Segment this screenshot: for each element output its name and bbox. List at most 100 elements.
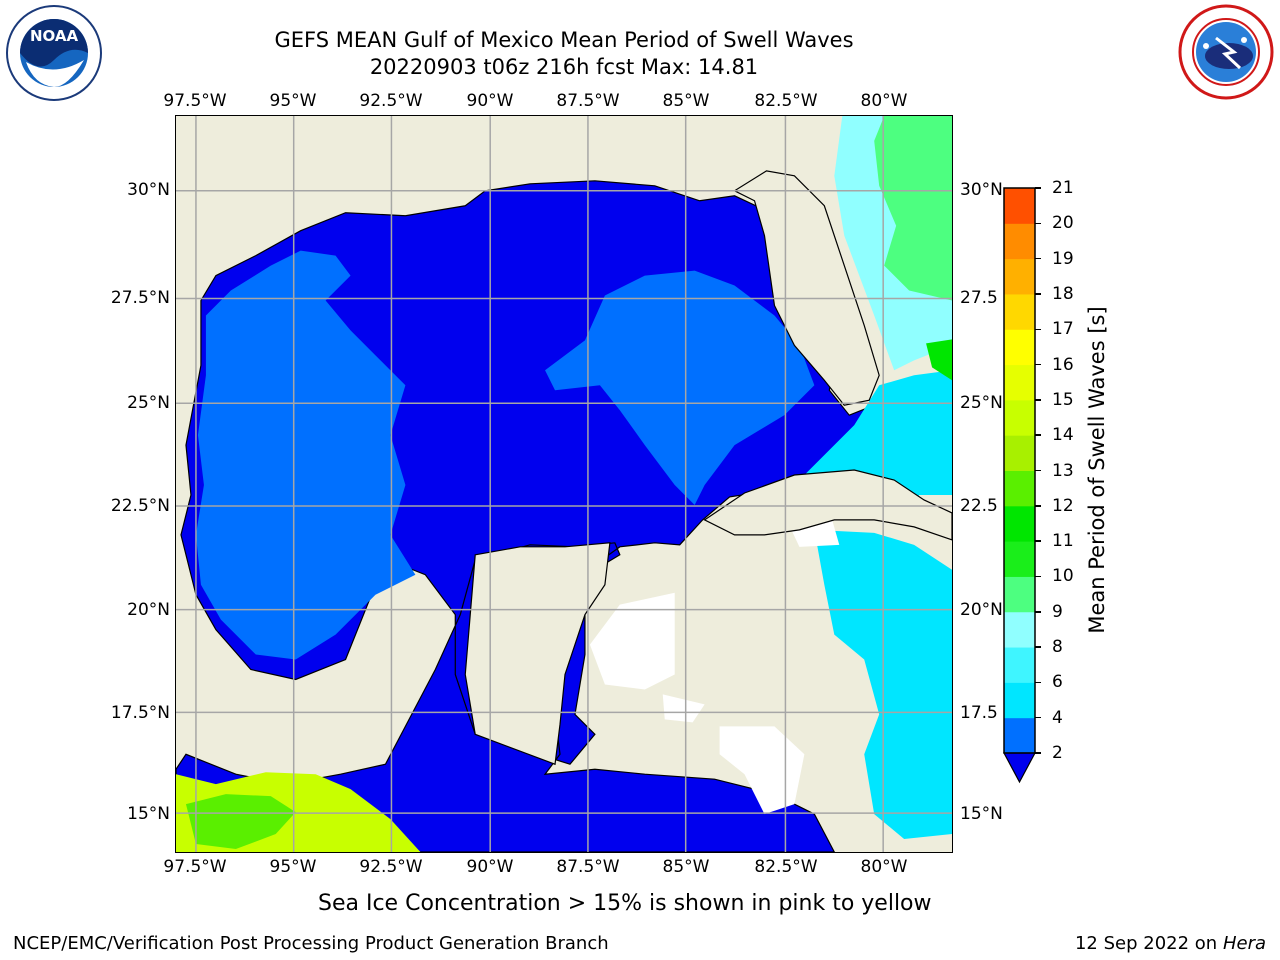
footer-date: 12 Sep 2022 on Hera	[1075, 933, 1266, 955]
footer-credit: NCEP/EMC/Verification Post Processing Pr…	[13, 933, 609, 954]
colorbar-tick-mark	[1035, 611, 1041, 613]
colorbar-tick-mark	[1035, 469, 1041, 472]
colorbar-tick-mark	[1035, 187, 1041, 189]
lat-tick-right: 25°N	[960, 393, 1003, 413]
lon-tick-top: 95°W	[269, 91, 317, 111]
lon-tick-top: 92.5°W	[359, 91, 423, 111]
colorbar-tick-label: 4	[1052, 707, 1063, 728]
colorbar-segment	[1004, 470, 1035, 507]
no-data-patch	[589, 592, 675, 690]
lon-tick-bottom: 87.5°W	[556, 857, 620, 877]
colorbar-tick-label: 12	[1052, 495, 1074, 516]
footer-host: Hera	[1222, 933, 1266, 954]
colorbar-tick-mark	[1035, 681, 1041, 684]
colorbar-segment	[1004, 505, 1035, 542]
lon-tick-bottom: 82.5°W	[754, 857, 818, 877]
colorbar-tick-label: 21	[1052, 178, 1074, 198]
footer-date-text: 12 Sep 2022 on	[1074, 933, 1218, 954]
no-data-patch	[662, 694, 705, 723]
colorbar-tick-label: 20	[1052, 213, 1074, 234]
noaa-logo: NOAA	[6, 5, 102, 101]
colorbar-segment	[1004, 647, 1035, 683]
lon-tick-bottom: 90°W	[466, 857, 514, 877]
colorbar-tick-label: 15	[1052, 389, 1074, 410]
sea-ice-note: Sea Ice Concentration > 15% is shown in …	[318, 891, 932, 916]
plot-subtitle: 20220903 t06z 216h fcst Max: 14.81	[369, 55, 759, 79]
lat-tick-right: 30°N	[960, 180, 1003, 200]
colorbar-tick-mark	[1035, 363, 1041, 366]
lon-tick-bottom: 97.5°W	[163, 857, 227, 877]
colorbar-tick-label: 9	[1052, 601, 1063, 622]
lon-tick-bottom: 80°W	[860, 857, 908, 877]
lon-tick-bottom: 92.5°W	[359, 857, 423, 877]
lat-tick-right: 20°N	[960, 600, 1003, 620]
colorbar-tick-mark	[1035, 222, 1041, 225]
colorbar-tick-mark	[1035, 293, 1041, 295]
lat-tick-left: 15°N	[127, 804, 170, 824]
lon-tick-top: 82.5°W	[754, 91, 818, 111]
colorbar-tick-label: 2	[1052, 743, 1063, 763]
pacific-swell-zone-inner	[185, 794, 296, 850]
colorbar-tick-label: 8	[1052, 637, 1063, 658]
colorbar-tick-label: 11	[1052, 531, 1074, 552]
colorbar-segment	[1004, 576, 1035, 613]
atlantic-green-swell-zone	[874, 116, 952, 301]
lat-tick-left: 20°N	[127, 600, 170, 620]
colorbar-segment	[1004, 223, 1035, 260]
western-gulf-swell-zone	[195, 250, 416, 660]
lat-tick-left: 30°N	[127, 180, 170, 200]
colorbar-segment	[1004, 329, 1035, 366]
colorbar-tick-mark	[1035, 575, 1041, 578]
lon-tick-bottom: 85°W	[662, 857, 710, 877]
nws-logo	[1178, 4, 1274, 100]
noaa-logo-text: NOAA	[30, 27, 79, 45]
colorbar-tick-mark	[1035, 505, 1041, 507]
florida-landmass	[733, 170, 880, 406]
bahamas-swell-zone	[926, 339, 952, 381]
colorbar-segment	[1004, 717, 1035, 754]
swell-period-map	[175, 115, 953, 853]
colorbar-tick-label: 16	[1052, 354, 1074, 375]
colorbar-label: Mean Period of Swell Waves [s]	[1085, 306, 1109, 634]
colorbar-extend-min	[1002, 752, 1037, 784]
colorbar-segment	[1004, 541, 1035, 577]
lon-tick-top: 80°W	[860, 91, 908, 111]
colorbar-tick-mark	[1035, 399, 1041, 401]
no-data-patch	[719, 726, 805, 815]
colorbar-tick-label: 17	[1052, 319, 1074, 340]
lat-tick-left: 22.5°N	[110, 496, 170, 516]
colorbar-tick-mark	[1035, 540, 1041, 542]
colorbar-tick-mark	[1035, 646, 1041, 648]
colorbar-segment	[1004, 435, 1035, 471]
colorbar-segment	[1004, 188, 1035, 224]
central-gulf-swell-zone	[545, 270, 815, 505]
colorbar-tick-label: 14	[1052, 425, 1074, 446]
lat-lon-grid	[176, 116, 952, 852]
lon-tick-top: 87.5°W	[556, 91, 620, 111]
colorbar-tick-mark	[1035, 752, 1041, 754]
lat-tick-right: 27.5	[960, 288, 998, 308]
colorbar-tick-label: 18	[1052, 283, 1074, 304]
colorbar-segment	[1004, 258, 1035, 295]
lat-tick-right: 22.5	[960, 496, 998, 516]
lon-tick-top: 85°W	[662, 91, 710, 111]
colorbar-tick-label: 6	[1052, 672, 1063, 693]
lon-tick-top: 97.5°W	[163, 91, 227, 111]
colorbar-tick-mark	[1035, 328, 1041, 330]
colorbar-tick-label: 10	[1052, 566, 1074, 587]
colorbar-tick-label: 19	[1052, 248, 1074, 269]
colorbar	[1002, 187, 1037, 784]
plot-title: GEFS MEAN Gulf of Mexico Mean Period of …	[274, 28, 854, 52]
colorbar-segment	[1004, 682, 1035, 719]
colorbar-segment	[1004, 364, 1035, 401]
colorbar-tick-mark	[1035, 716, 1041, 719]
cuba-landmass	[703, 469, 952, 541]
lat-tick-left: 17.5°N	[110, 703, 170, 723]
lat-tick-right: 15°N	[960, 804, 1003, 824]
colorbar-segment	[1004, 611, 1035, 648]
colorbar-segment	[1004, 399, 1035, 436]
lat-tick-left: 25°N	[127, 393, 170, 413]
lon-tick-top: 90°W	[466, 91, 514, 111]
colorbar-segment	[1004, 293, 1035, 330]
yucatan-landmass	[464, 542, 611, 766]
